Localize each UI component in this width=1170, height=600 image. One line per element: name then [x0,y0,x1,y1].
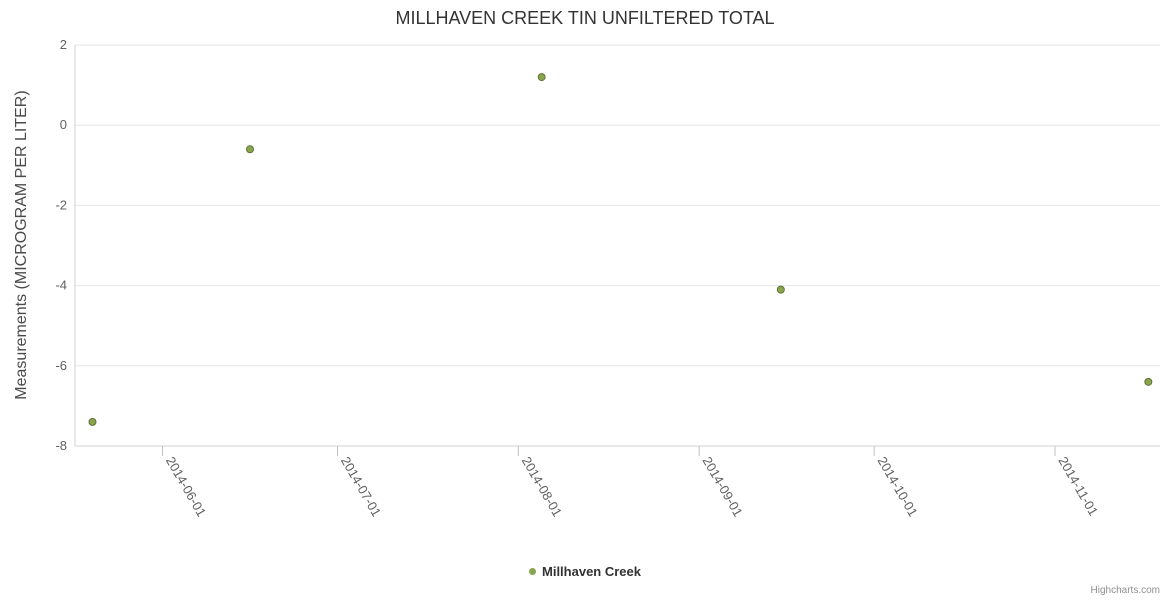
credits-link[interactable]: Highcharts.com [1090,585,1160,596]
y-axis-tick-label: -2 [55,197,67,212]
data-point[interactable] [246,145,254,154]
x-axis-tick-label: 2014-10-01 [875,454,921,519]
legend-label: Millhaven Creek [542,564,641,579]
chart-title: MILLHAVEN CREEK TIN UNFILTERED TOTAL [395,8,775,28]
y-axis-tick-label: -8 [55,438,67,453]
legend-item-millhaven-creek[interactable]: Millhaven Creek [0,564,1170,579]
data-point[interactable] [776,285,785,294]
y-axis-tick-label: -6 [55,358,67,373]
y-axis-tick-label: 2 [60,37,67,52]
legend-marker-icon [529,568,536,575]
x-axis-tick-label: 2014-06-01 [163,454,209,519]
x-axis-tick-label: 2014-11-01 [1055,454,1101,518]
y-axis-title: Measurements (MICROGRAM PER LITER) [13,90,30,400]
data-point[interactable] [537,73,546,82]
x-axis-tick-label: 2014-07-01 [338,454,384,519]
data-point[interactable] [1144,377,1153,386]
x-axis-tick-label: 2014-09-01 [700,454,746,519]
x-axis-tick-label: 2014-08-01 [519,454,565,519]
data-point[interactable] [88,417,97,426]
y-axis-tick-label: 0 [60,117,67,132]
y-axis-tick-label: -4 [55,278,67,293]
